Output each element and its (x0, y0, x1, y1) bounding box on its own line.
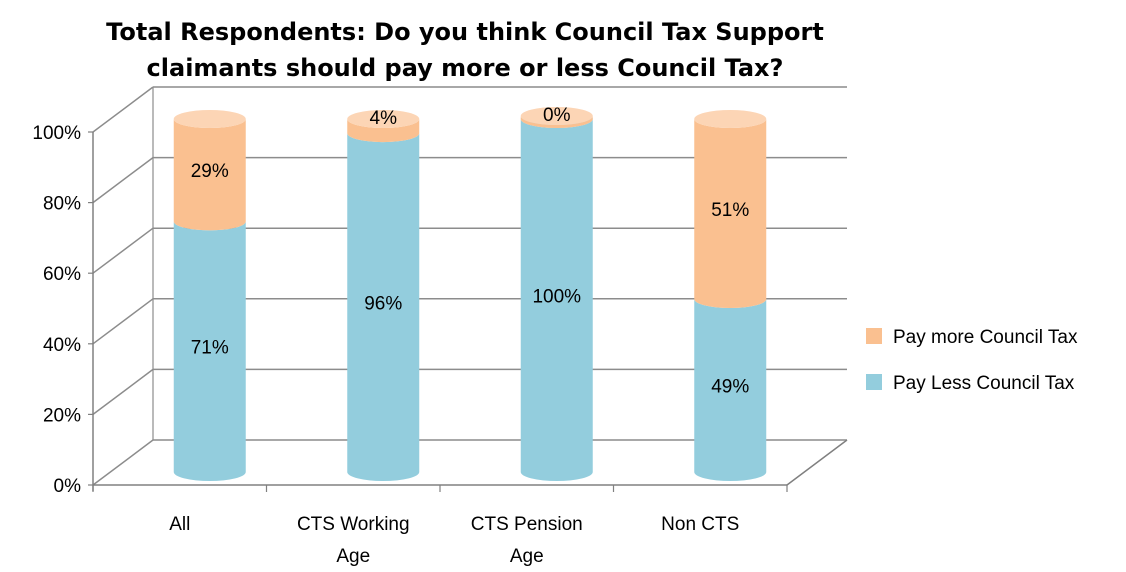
data-label-less: 71% (191, 338, 229, 359)
chart-title-line: claimants should pay more or less Counci… (147, 54, 784, 82)
bar-more-cts-working-age-side (347, 119, 420, 143)
floor-edge (786, 439, 848, 486)
y-tick-label: 100% (32, 123, 81, 144)
gridline-depth (92, 368, 154, 415)
legend-label: Pay Less Council Tax (893, 373, 1075, 394)
bar-less-non-cts-side (694, 299, 767, 482)
bar-more-cts-pension-age-side (520, 116, 593, 128)
bar-less-non-cts (694, 299, 767, 482)
bar-more-all-side (173, 119, 246, 231)
bar-more-non-cts-side (694, 119, 767, 309)
bar-more-non-cts (694, 110, 767, 309)
gridline-depth (92, 298, 154, 345)
bar-less-all (173, 221, 246, 482)
x-category-label: Age (336, 546, 370, 567)
bar-less-cts-working-age-side (347, 133, 420, 482)
y-tick-label: 20% (43, 405, 81, 426)
bar-more-cts-working-age-top (347, 110, 420, 128)
bar-more-non-cts-top (694, 110, 767, 128)
bar-more-all (173, 110, 246, 231)
legend-swatch (866, 328, 882, 344)
chart-title-line: Total Respondents: Do you think Council … (106, 18, 824, 46)
data-label-more: 51% (711, 200, 749, 221)
x-category-label: CTS Pension (471, 514, 583, 535)
data-label-less: 96% (364, 294, 402, 315)
bar-more-cts-working-age (347, 110, 420, 143)
data-label-more: 0% (543, 105, 571, 126)
gridline-depth (92, 439, 154, 486)
bar-less-cts-pension-age-side (520, 119, 593, 482)
legend: Pay more Council Tax Pay Less Council Tax (866, 327, 1078, 394)
bar-more-cts-pension-age-top (520, 107, 593, 125)
data-label-more: 29% (191, 161, 229, 182)
bar-less-cts-working-age (347, 133, 420, 482)
bar-more-all-top (173, 110, 246, 128)
y-tick-label: 80% (43, 194, 81, 215)
x-category-label: Non CTS (661, 514, 739, 535)
legend-swatch (866, 374, 882, 390)
data-label-less: 100% (532, 287, 581, 308)
x-category-label: CTS Working (297, 514, 410, 535)
bar-more-cts-pension-age (520, 107, 593, 128)
y-tick-label: 40% (43, 335, 81, 356)
bar-less-all-side (173, 221, 246, 482)
data-label-less: 49% (711, 377, 749, 398)
data-label-more: 4% (370, 108, 398, 129)
x-category-label: All (169, 514, 190, 535)
x-category-label: Age (510, 546, 544, 567)
y-tick-label: 60% (43, 264, 81, 285)
gridline-depth (92, 157, 154, 204)
gridline-depth (92, 86, 154, 133)
gridline-depth (92, 227, 154, 274)
y-tick-label: 0% (54, 476, 82, 497)
legend-label: Pay more Council Tax (893, 327, 1078, 348)
